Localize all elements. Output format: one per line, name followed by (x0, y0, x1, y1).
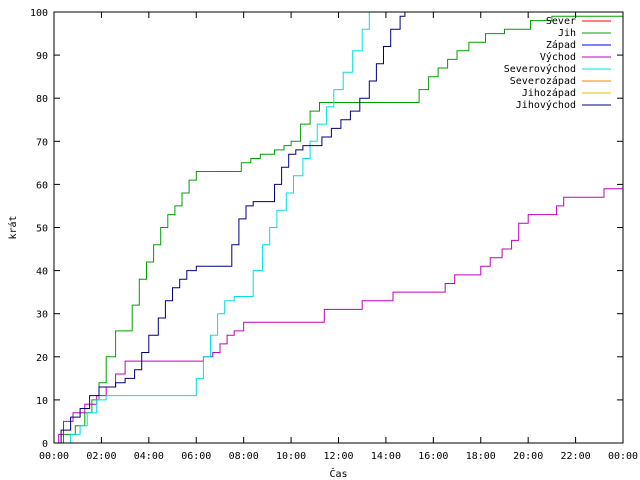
legend: SeverJihZápadVýchodSeverovýchodSeverozáp… (504, 16, 611, 111)
y-tick-label: 10 (36, 396, 48, 407)
x-tick-label: 04:00 (134, 451, 164, 462)
series-line-vychod (54, 188, 623, 444)
legend-label-severovychod: Severovýchod (504, 63, 576, 75)
x-tick-label: 18:00 (466, 451, 496, 462)
y-tick-label: 60 (36, 180, 48, 191)
series-line-severovychod (54, 11, 623, 444)
legend-label-jihovychod: Jihovýchod (516, 99, 576, 111)
y-tick-label: 40 (36, 267, 48, 278)
x-axis-label: Čas (329, 467, 347, 480)
x-tick-label: 08:00 (229, 451, 259, 462)
x-tick-label: 20:00 (513, 451, 543, 462)
series-lines (54, 11, 623, 444)
x-tick-label: 16:00 (418, 451, 448, 462)
x-tick-label: 12:00 (323, 451, 353, 462)
x-tick-label: 02:00 (86, 451, 116, 462)
legend-label-vychod: Východ (540, 51, 576, 63)
x-tick-label: 00:00 (608, 451, 638, 462)
legend-label-jihozapad: Jihozápad (522, 87, 576, 99)
series-line-jih (54, 15, 623, 444)
x-tick-label: 22:00 (561, 451, 591, 462)
y-tick-label: 50 (36, 224, 48, 235)
y-tick-label: 30 (36, 310, 48, 321)
x-tick-label: 10:00 (276, 451, 306, 462)
series-line-jihovychod (54, 11, 623, 444)
y-tick-label: 0 (42, 439, 48, 450)
legend-label-jih: Jih (558, 28, 576, 39)
x-tick-label: 00:00 (39, 451, 69, 462)
legend-label-sever: Sever (546, 16, 576, 27)
y-tick-label: 80 (36, 94, 48, 105)
x-tick-label: 14:00 (371, 451, 401, 462)
y-tick-label: 90 (36, 51, 48, 62)
y-tick-label: 100 (30, 8, 48, 19)
legend-label-zapad: Západ (546, 39, 576, 51)
y-tick-label: 70 (36, 137, 48, 148)
y-axis-label: krát (7, 215, 19, 239)
axis-ticks: 0 10 20 30 40 50 60 70 80 90 100 00:00 02:00 04:00 06:… (30, 8, 638, 462)
legend-label-severozapad: Severozápad (510, 75, 576, 87)
x-tick-label: 06:00 (181, 451, 211, 462)
y-tick-label: 20 (36, 353, 48, 364)
